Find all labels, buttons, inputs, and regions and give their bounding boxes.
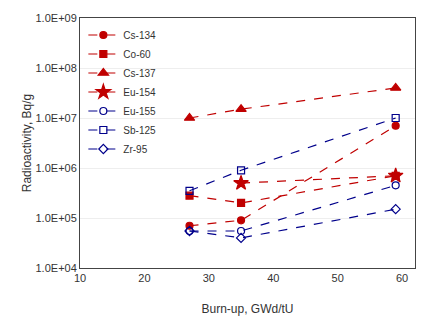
svg-text:60: 60: [396, 272, 408, 284]
svg-text:Zr-95: Zr-95: [123, 144, 147, 155]
svg-text:1.0E+05: 1.0E+05: [36, 212, 77, 224]
svg-text:Radioactivity, Bq/g: Radioactivity, Bq/g: [20, 94, 34, 193]
svg-text:1.0E+06: 1.0E+06: [36, 162, 77, 174]
svg-text:Cs-137: Cs-137: [123, 68, 156, 79]
svg-text:1.0E+07: 1.0E+07: [36, 112, 77, 124]
svg-text:10: 10: [74, 272, 86, 284]
svg-text:1.0E+09: 1.0E+09: [36, 12, 77, 24]
svg-text:Burn-up, GWd/tU: Burn-up, GWd/tU: [201, 302, 293, 316]
svg-text:Cs-134: Cs-134: [123, 30, 156, 41]
svg-text:50: 50: [332, 272, 344, 284]
svg-text:Sb-125: Sb-125: [123, 125, 156, 136]
svg-text:1.0E+08: 1.0E+08: [36, 62, 77, 74]
svg-text:1.0E+04: 1.0E+04: [36, 262, 77, 274]
svg-text:30: 30: [203, 272, 215, 284]
svg-text:40: 40: [267, 272, 279, 284]
svg-text:20: 20: [138, 272, 150, 284]
svg-text:Eu-154: Eu-154: [123, 87, 156, 98]
svg-text:Co-60: Co-60: [123, 49, 151, 60]
svg-text:Eu-155: Eu-155: [123, 106, 156, 117]
